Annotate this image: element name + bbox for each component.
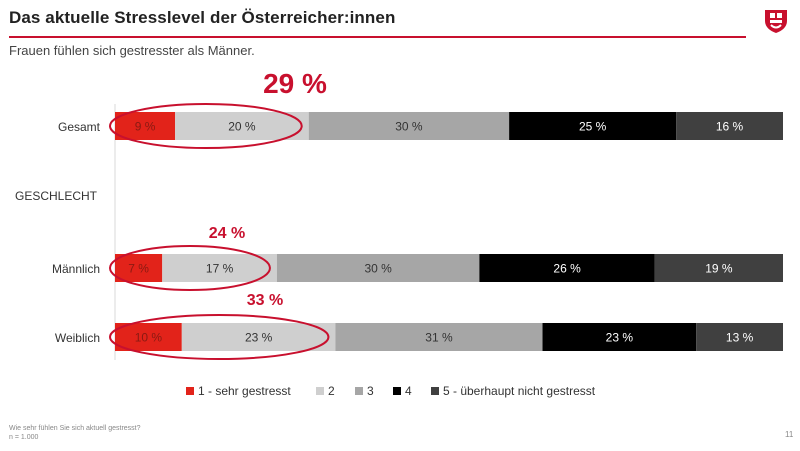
bar-segment (335, 323, 543, 351)
title-divider (9, 36, 746, 38)
data-label: 30 % (364, 262, 392, 276)
shield-logo-icon (765, 10, 787, 33)
legend-swatch (431, 387, 439, 395)
page-number: 11 (785, 430, 794, 439)
bar-segment (276, 254, 480, 282)
survey-question: Wie sehr fühlen Sie sich aktuell gestres… (9, 425, 141, 432)
data-label: 23 % (245, 331, 273, 345)
bar-segment (308, 112, 510, 140)
chart-subtitle: Frauen fühlen sich gestresster als Männe… (9, 43, 255, 58)
data-label: 7 % (128, 262, 149, 276)
bar-segment (654, 254, 783, 282)
bar-segment (115, 112, 176, 140)
data-label: 20 % (228, 120, 256, 134)
category-label: Weiblich (55, 331, 100, 345)
data-label: 16 % (716, 120, 744, 134)
data-label: 31 % (425, 331, 453, 345)
data-label: 30 % (395, 120, 423, 134)
legend-label: 3 (367, 384, 374, 398)
category-label: Männlich (52, 262, 100, 276)
category-label: Gesamt (58, 120, 101, 134)
data-label: 26 % (553, 262, 581, 276)
highlight-label: 24 % (209, 225, 245, 242)
legend-label: 5 - überhaupt nicht gestresst (443, 384, 596, 398)
bar-segment (115, 254, 163, 282)
page-title: Das aktuelle Stresslevel der Österreiche… (9, 8, 396, 27)
bar-segment (479, 254, 655, 282)
data-label: 19 % (705, 262, 733, 276)
legend-swatch (316, 387, 324, 395)
legend-swatch (355, 387, 363, 395)
bar-segment (115, 323, 182, 351)
highlight-ellipse (109, 314, 330, 360)
stacked-bar-chart: GESCHLECHT Gesamt 9 % 20 % 30 % 25 % 16 % 29 % M… (15, 68, 783, 398)
bar-segment (696, 323, 783, 351)
bar-segment (181, 323, 336, 351)
bar-segment (175, 112, 309, 140)
legend-swatch (186, 387, 194, 395)
sample-size: n = 1.000 (9, 434, 39, 441)
bar-segment (676, 112, 783, 140)
data-label: 17 % (206, 262, 234, 276)
highlight-label: 33 % (247, 292, 283, 309)
data-label: 13 % (726, 331, 754, 345)
highlight-ellipse (109, 103, 303, 149)
data-label: 9 % (135, 120, 156, 134)
legend-label: 4 (405, 384, 412, 398)
legend-swatch (393, 387, 401, 395)
bar-segment (542, 323, 697, 351)
data-label: 23 % (606, 331, 634, 345)
highlight-label: 29 % (263, 68, 327, 99)
group-label: GESCHLECHT (15, 189, 98, 203)
highlight-ellipse (109, 245, 271, 291)
data-label: 10 % (135, 331, 163, 345)
legend-label: 2 (328, 384, 335, 398)
bar-segment (509, 112, 677, 140)
bar-segment (162, 254, 277, 282)
data-label: 25 % (579, 120, 607, 134)
legend-label: 1 - sehr gestresst (198, 384, 291, 398)
